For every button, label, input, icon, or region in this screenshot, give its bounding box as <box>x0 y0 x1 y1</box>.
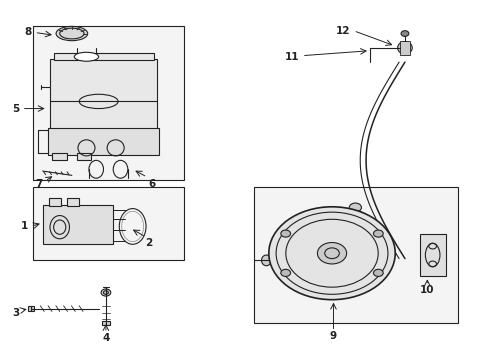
Text: 4: 4 <box>102 333 109 343</box>
Bar <box>419 234 446 276</box>
Bar <box>254 187 458 323</box>
Bar <box>49 198 61 206</box>
Bar <box>67 198 79 206</box>
Circle shape <box>317 243 346 264</box>
Text: 5: 5 <box>12 104 20 113</box>
Bar <box>33 26 183 180</box>
Circle shape <box>280 269 290 276</box>
Bar <box>33 187 183 260</box>
Ellipse shape <box>348 203 361 212</box>
Circle shape <box>268 207 394 300</box>
Text: 7: 7 <box>35 179 42 189</box>
Bar <box>77 153 91 160</box>
Bar <box>54 53 153 60</box>
Text: 6: 6 <box>148 179 155 189</box>
Text: 3: 3 <box>12 308 20 318</box>
Bar <box>50 59 157 130</box>
Bar <box>102 321 110 325</box>
Ellipse shape <box>56 26 87 41</box>
Text: 11: 11 <box>284 52 298 62</box>
Ellipse shape <box>261 255 271 266</box>
Text: 12: 12 <box>335 26 350 36</box>
Text: 9: 9 <box>329 332 336 342</box>
Text: 1: 1 <box>21 221 28 231</box>
Circle shape <box>373 230 383 237</box>
Bar <box>47 128 159 155</box>
Text: 8: 8 <box>25 27 32 37</box>
Circle shape <box>373 269 383 276</box>
Ellipse shape <box>397 41 411 54</box>
Text: 10: 10 <box>419 285 434 295</box>
Ellipse shape <box>74 52 99 61</box>
Text: 2: 2 <box>144 238 152 248</box>
Bar <box>399 41 409 55</box>
Bar <box>28 306 34 311</box>
Circle shape <box>400 31 408 36</box>
Bar <box>42 205 113 244</box>
Ellipse shape <box>101 289 111 296</box>
Bar <box>52 153 67 160</box>
Circle shape <box>280 230 290 237</box>
